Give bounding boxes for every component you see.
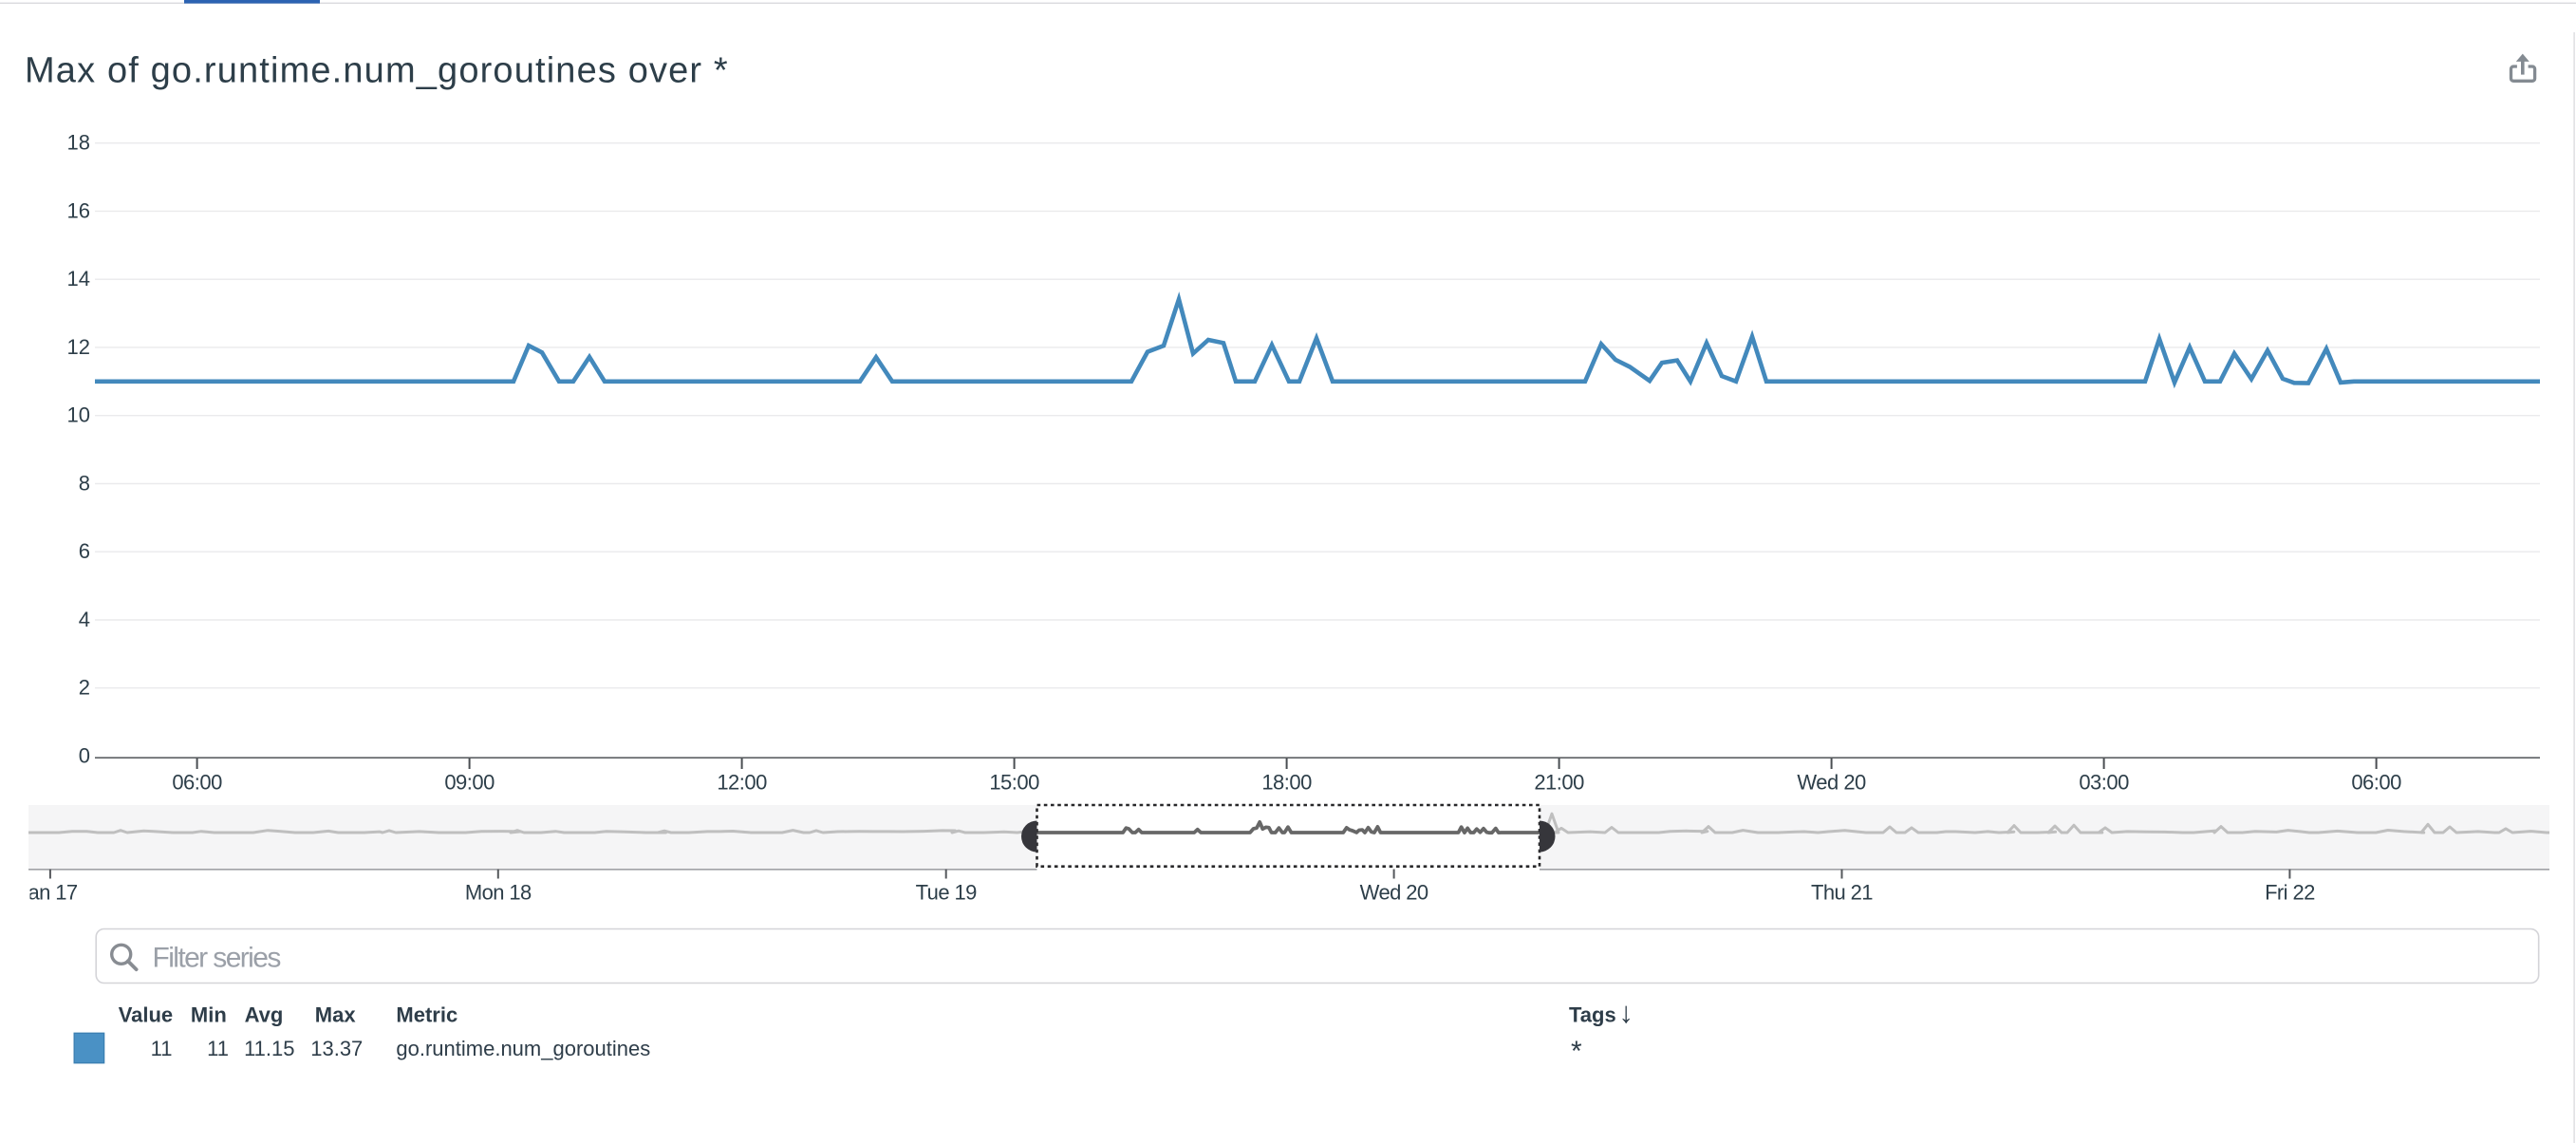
svg-text:0: 0 (79, 744, 90, 768)
svg-text:Min: Min (191, 1003, 227, 1027)
svg-text:18: 18 (67, 131, 90, 155)
svg-text:4: 4 (79, 608, 90, 631)
svg-text:Max: Max (315, 1003, 357, 1027)
svg-text:18:00: 18:00 (1261, 771, 1312, 795)
svg-text:15:00: 15:00 (989, 771, 1039, 795)
svg-text:06:00: 06:00 (172, 771, 222, 795)
svg-text:12:00: 12:00 (717, 771, 767, 795)
svg-text:*: * (1571, 1036, 1582, 1067)
svg-text:16: 16 (67, 198, 90, 222)
svg-text:Tags: Tags (1569, 1003, 1616, 1027)
svg-text:11: 11 (151, 1037, 173, 1060)
svg-text:2: 2 (79, 676, 90, 700)
svg-text:12: 12 (67, 335, 90, 359)
svg-text:↓: ↓ (1619, 996, 1634, 1029)
svg-text:Avg: Avg (245, 1003, 284, 1027)
svg-text:8: 8 (79, 472, 90, 496)
svg-text:11.15: 11.15 (244, 1037, 294, 1060)
svg-text:09:00: 09:00 (444, 771, 495, 795)
svg-text:Wed 20: Wed 20 (1360, 881, 1428, 905)
svg-text:Value: Value (119, 1003, 173, 1027)
svg-text:6: 6 (79, 539, 90, 563)
svg-text:13.37: 13.37 (310, 1037, 363, 1060)
svg-text:06:00: 06:00 (2351, 771, 2401, 795)
svg-text:Tue 19: Tue 19 (916, 881, 977, 905)
svg-text:an 17: an 17 (28, 881, 78, 905)
svg-text:Fri 22: Fri 22 (2265, 881, 2315, 905)
svg-text:21:00: 21:00 (1534, 771, 1584, 795)
svg-text:Max of go.runtime.num_goroutin: Max of go.runtime.num_goroutines over * (25, 51, 729, 91)
svg-text:03:00: 03:00 (2079, 771, 2129, 795)
svg-text:Metric: Metric (396, 1003, 457, 1027)
svg-text:11: 11 (207, 1037, 229, 1060)
svg-text:Thu 21: Thu 21 (1811, 881, 1873, 905)
svg-text:10: 10 (67, 403, 90, 427)
svg-text:Wed 20: Wed 20 (1797, 771, 1866, 795)
svg-text:Filter series: Filter series (153, 943, 281, 974)
svg-text:go.runtime.num_goroutines: go.runtime.num_goroutines (396, 1037, 650, 1060)
svg-text:14: 14 (67, 267, 90, 290)
svg-text:Mon 18: Mon 18 (465, 881, 532, 905)
